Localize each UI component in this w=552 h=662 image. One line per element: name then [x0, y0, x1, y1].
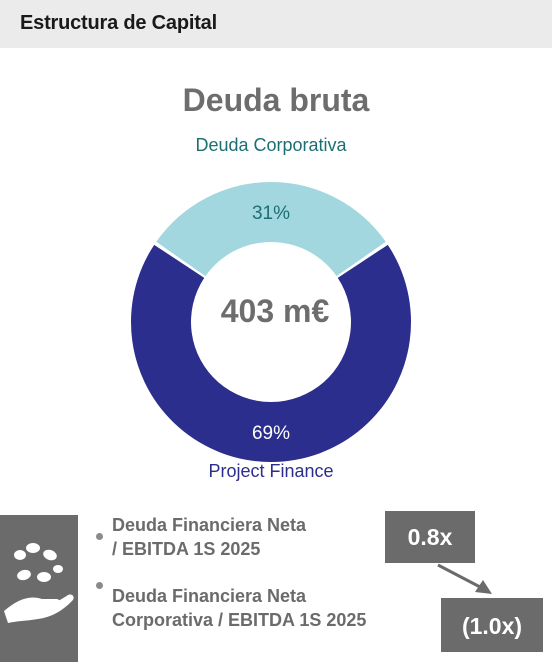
- metric-2-line1: Deuda Financiera Neta: [112, 586, 307, 606]
- metric-value-2: (1.0x): [441, 598, 543, 652]
- donut-center-label: 403 m€: [221, 293, 330, 329]
- legend-label-deuda-corporativa: Deuda Corporativa: [195, 135, 347, 155]
- bullet-2: [96, 582, 103, 589]
- donut-slice-deuda-corporativa: [156, 182, 386, 277]
- bullet-1: [96, 533, 103, 540]
- metric-label-2: Deuda Financiera Neta Corporativa / EBIT…: [112, 584, 432, 632]
- chart-title: Deuda bruta: [182, 82, 370, 118]
- metric-1-line1: Deuda Financiera Neta: [112, 515, 307, 535]
- metric-1-line2: / EBITDA 1S 2025: [112, 539, 261, 559]
- legend-label-project-finance: Project Finance: [208, 461, 334, 481]
- donut-slice-label-project-finance: 69%: [252, 423, 290, 444]
- metric-2-line2: Corporativa / EBITDA 1S 2025: [112, 610, 367, 630]
- icon-panel: [0, 515, 78, 662]
- donut-slice-project-finance: [131, 244, 411, 462]
- metric-value-1: 0.8x: [385, 511, 475, 563]
- page-title: Estructura de Capital: [20, 12, 217, 34]
- metric-label-1: Deuda Financiera Neta / EBITDA 1S 2025: [112, 513, 432, 561]
- header-bar: Estructura de Capital: [0, 0, 552, 48]
- donut-slice-label-deuda-corporativa: 31%: [252, 203, 290, 224]
- hand-coins-icon: [4, 543, 74, 623]
